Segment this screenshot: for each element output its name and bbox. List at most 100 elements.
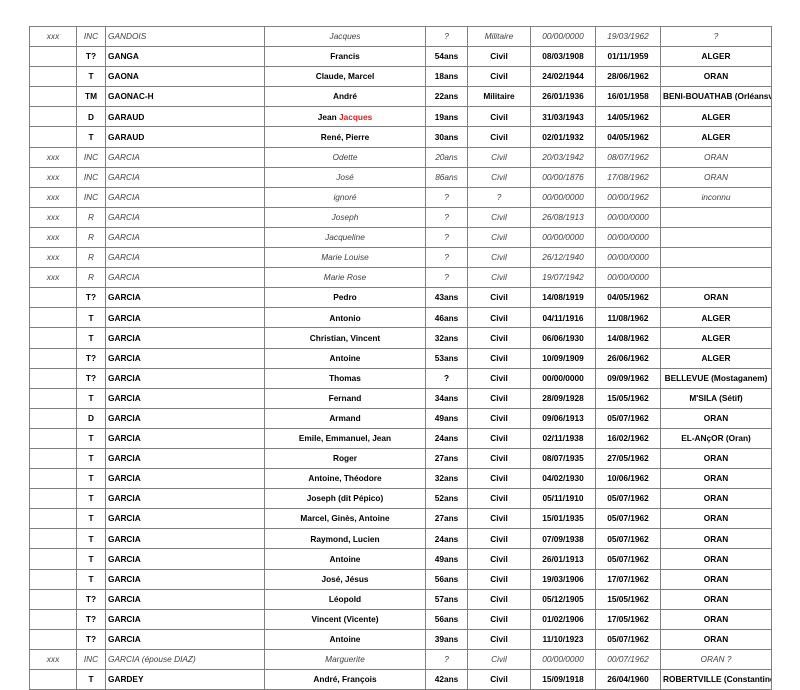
cell-category[interactable]: Civil: [467, 166, 531, 188]
cell-birth-date[interactable]: 28/09/1928: [530, 387, 596, 409]
cell-place[interactable]: ORAN: [660, 146, 772, 168]
cell-xxx[interactable]: [29, 488, 77, 510]
cell-event-date[interactable]: 00/00/0000: [595, 247, 661, 269]
cell-surname[interactable]: GARCIA: [105, 327, 265, 349]
cell-surname[interactable]: GARCIA: [105, 468, 265, 490]
cell-category[interactable]: Civil: [467, 226, 531, 249]
table-row[interactable]: T GAONA Claude, Marcel 18ans Civil 24/02/1944…: [29, 66, 772, 88]
table-row[interactable]: xxx R GARCIA Joseph? Civil 26/08/1913 00/00/00…: [29, 206, 772, 228]
cell-event-date[interactable]: 04/05/1962: [595, 287, 661, 309]
cell-place[interactable]: BENI-BOUATHAB (Orléansville): [660, 86, 772, 108]
cell-age[interactable]: 49ans: [425, 407, 468, 429]
table-row[interactable]: T GARCIA José, Jésus 56ans Civil 19/03/1906 17…: [29, 568, 772, 590]
cell-given-name[interactable]: Marie Louise: [264, 247, 426, 269]
cell-category[interactable]: Civil: [467, 247, 531, 269]
cell-place[interactable]: ORAN: [660, 468, 772, 490]
cell-place[interactable]: [660, 206, 772, 228]
cell-birth-date[interactable]: 09/06/1913: [530, 407, 596, 429]
cell-category[interactable]: Civil: [467, 46, 531, 68]
cell-status[interactable]: T: [76, 548, 106, 570]
table-row[interactable]: xxx INC GARCIA ignoré?? 00/00/0000 00/00/1962…: [29, 186, 772, 208]
cell-surname[interactable]: GARCIA: [105, 287, 265, 309]
table-row[interactable]: xxx INC GARCIA Odette 20ans Civil 20/03/1942 08…: [29, 146, 772, 168]
cell-event-date[interactable]: 26/06/1962: [595, 347, 661, 369]
cell-given-name[interactable]: José: [264, 166, 426, 188]
cell-status[interactable]: T?: [76, 367, 106, 389]
cell-place[interactable]: ORAN: [660, 166, 772, 188]
cell-birth-date[interactable]: 14/08/1919: [530, 287, 596, 309]
cell-xxx[interactable]: [29, 126, 77, 148]
cell-age[interactable]: 20ans: [425, 146, 468, 168]
cell-age[interactable]: ?: [425, 186, 468, 208]
cell-event-date[interactable]: 19/03/1962: [595, 25, 661, 48]
table-row[interactable]: xxx INC GANDOIS Jacques? Militaire 00/00/0000…: [29, 25, 772, 48]
cell-status[interactable]: R: [76, 206, 106, 228]
cell-xxx[interactable]: xxx: [29, 166, 77, 188]
cell-xxx[interactable]: [29, 548, 77, 570]
cell-age[interactable]: 57ans: [425, 588, 468, 610]
cell-age[interactable]: 32ans: [425, 468, 468, 490]
cell-given-name[interactable]: ignoré: [264, 186, 426, 208]
cell-place[interactable]: [660, 267, 772, 289]
cell-place[interactable]: M'SILA (Sétif): [660, 387, 772, 409]
cell-given-name[interactable]: Jacqueline: [264, 226, 426, 249]
cell-status[interactable]: INC: [76, 166, 106, 188]
cell-surname[interactable]: GARCIA: [105, 347, 265, 369]
cell-surname[interactable]: GARCIA: [105, 387, 265, 409]
cell-category[interactable]: Civil: [467, 387, 531, 409]
cell-status[interactable]: D: [76, 407, 106, 429]
cell-age[interactable]: 34ans: [425, 387, 468, 409]
cell-age[interactable]: ?: [425, 25, 468, 48]
cell-status[interactable]: INC: [76, 146, 106, 168]
cell-age[interactable]: 27ans: [425, 508, 468, 530]
cell-status[interactable]: T?: [76, 347, 106, 369]
cell-birth-date[interactable]: 00/00/0000: [530, 648, 596, 671]
cell-given-name[interactable]: Marie Rose: [264, 267, 426, 289]
cell-birth-date[interactable]: 01/02/1906: [530, 608, 596, 630]
cell-xxx[interactable]: [29, 287, 77, 309]
cell-birth-date[interactable]: 07/09/1938: [530, 528, 596, 550]
cell-status[interactable]: T?: [76, 287, 106, 309]
cell-xxx[interactable]: [29, 347, 77, 369]
cell-place[interactable]: ALGER: [660, 126, 772, 148]
cell-given-name[interactable]: Francis: [264, 46, 426, 68]
cell-birth-date[interactable]: 15/01/1935: [530, 508, 596, 530]
cell-event-date[interactable]: 17/07/1962: [595, 568, 661, 590]
cell-status[interactable]: T?: [76, 46, 106, 68]
cell-category[interactable]: Civil: [467, 407, 531, 429]
cell-status[interactable]: T: [76, 327, 106, 349]
cell-surname[interactable]: GANDOIS: [105, 25, 265, 48]
cell-status[interactable]: T: [76, 488, 106, 510]
table-row[interactable]: T? GARCIA Léopold 57ans Civil 05/12/1905 15/05…: [29, 588, 772, 610]
cell-place[interactable]: ORAN: [660, 588, 772, 610]
cell-status[interactable]: D: [76, 106, 106, 128]
cell-age[interactable]: 54ans: [425, 46, 468, 68]
cell-event-date[interactable]: 05/07/1962: [595, 508, 661, 530]
cell-event-date[interactable]: 04/05/1962: [595, 126, 661, 148]
cell-category[interactable]: Civil: [467, 287, 531, 309]
cell-surname[interactable]: GARCIA: [105, 568, 265, 590]
cell-surname[interactable]: GARCIA: [105, 447, 265, 470]
cell-category[interactable]: Civil: [467, 528, 531, 550]
cell-given-name[interactable]: Fernand: [264, 387, 426, 409]
table-row[interactable]: T? GARCIA Vincent (Vicente) 56ans Civil 01/02…: [29, 608, 772, 630]
cell-place[interactable]: ORAN: [660, 548, 772, 570]
cell-age[interactable]: 19ans: [425, 106, 468, 128]
cell-event-date[interactable]: 28/06/1962: [595, 66, 661, 88]
cell-status[interactable]: INC: [76, 186, 106, 208]
cell-category[interactable]: Civil: [467, 146, 531, 168]
cell-age[interactable]: ?: [425, 206, 468, 228]
table-row[interactable]: D GARCIA Armand 49ans Civil 09/06/1913 05/07/1…: [29, 407, 772, 429]
cell-given-name[interactable]: Armand: [264, 407, 426, 429]
cell-xxx[interactable]: [29, 106, 77, 128]
table-row[interactable]: T GARAUD René, Pierre 30ans Civil 02/01/1932 0…: [29, 126, 772, 148]
cell-status[interactable]: T: [76, 427, 106, 449]
cell-place[interactable]: ORAN: [660, 508, 772, 530]
cell-birth-date[interactable]: 05/12/1905: [530, 588, 596, 610]
cell-category[interactable]: Civil: [467, 327, 531, 349]
table-row[interactable]: TM GAONAC-H André 22ans Militaire 26/01/1936 1…: [29, 86, 772, 108]
table-row[interactable]: T GARCIA Joseph (dit Pépico) 52ans Civil 05/1…: [29, 488, 772, 510]
cell-given-name[interactable]: Thomas: [264, 367, 426, 389]
cell-surname[interactable]: GARDEY: [105, 668, 265, 690]
cell-given-name[interactable]: Jean Jacques: [264, 106, 426, 128]
